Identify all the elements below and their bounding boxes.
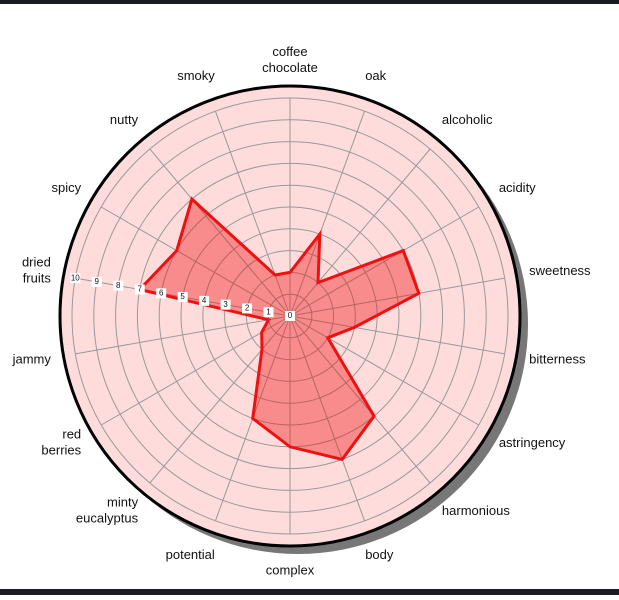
category-label: smoky	[177, 68, 215, 83]
marks	[136, 196, 421, 462]
category-label: jammy	[12, 352, 52, 367]
category-label: astringency	[499, 435, 566, 450]
spoke	[214, 110, 291, 317]
spoke	[289, 315, 505, 355]
tick-box	[91, 276, 102, 287]
tick-box	[220, 299, 231, 310]
spoke	[289, 148, 431, 317]
tick-box	[263, 307, 274, 318]
category-label: coffee chocolate	[262, 44, 318, 75]
tick-box	[199, 295, 210, 306]
tick-box	[134, 284, 145, 295]
spoke	[289, 110, 366, 317]
spoke	[289, 277, 505, 317]
category-label: bitterness	[529, 352, 586, 367]
tick-label: 2	[245, 304, 250, 313]
category-label: alcoholic	[442, 112, 493, 127]
category-label: spicy	[52, 180, 82, 195]
spoke	[289, 206, 480, 317]
tick-box	[156, 288, 167, 299]
category-label: oak	[365, 68, 386, 83]
series-area	[136, 196, 421, 462]
spoke	[289, 315, 480, 426]
spoke	[289, 315, 431, 484]
spoke	[289, 315, 366, 522]
spoke	[149, 315, 291, 484]
tick-label: 3	[223, 300, 228, 309]
tick-label: 1	[266, 307, 271, 316]
tick-box	[177, 292, 188, 303]
category-label: nutty	[110, 112, 139, 127]
category-label: acidity	[499, 180, 536, 195]
category-label: red berries	[41, 427, 81, 458]
category-label: potential	[166, 547, 215, 562]
tick-box	[113, 280, 124, 291]
tick-label: 0	[288, 311, 293, 320]
spoke	[149, 148, 291, 317]
tick-box	[285, 311, 295, 321]
frame-bottom	[0, 589, 619, 595]
tick-label: 9	[95, 277, 100, 286]
tick-box	[242, 303, 253, 314]
category-label: dried fruits	[22, 255, 51, 286]
spoke	[75, 315, 291, 355]
category-label: complex	[266, 562, 315, 577]
tick-box	[70, 273, 81, 284]
category-label: body	[365, 547, 394, 562]
category-label: sweetness	[529, 263, 591, 278]
category-label: minty eucalyptus	[76, 495, 139, 526]
spoke	[100, 206, 291, 317]
frame-top	[0, 0, 619, 4]
tick-label: 4	[202, 296, 207, 305]
spoke	[100, 315, 291, 426]
tick-label: 7	[137, 285, 142, 294]
category-label: harmonious	[442, 503, 510, 518]
tick-label: 8	[116, 281, 121, 290]
tick-label: 5	[180, 292, 185, 301]
tick-label: 10	[71, 273, 80, 282]
tick-label: 6	[159, 288, 164, 297]
labels: coffee chocolate oak alcoholic acidity sweetn…	[12, 44, 591, 577]
